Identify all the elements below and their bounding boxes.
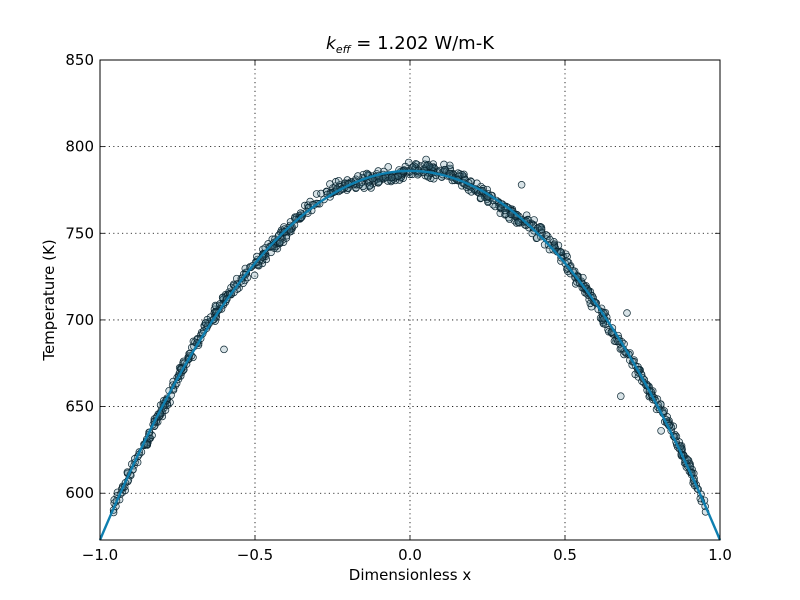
scatter-point: [446, 161, 454, 170]
scatter-point: [557, 248, 565, 256]
scatter-point: [430, 175, 438, 183]
x-tick-label: 1.0: [708, 546, 732, 564]
scatter-point: [476, 194, 485, 203]
scatter-point: [522, 211, 531, 219]
scatter-point: [425, 162, 434, 171]
y-tick-label: 750: [65, 224, 94, 242]
y-tick-label: 700: [65, 311, 94, 329]
scatter-point: [317, 189, 325, 198]
scatter-point: [528, 229, 536, 238]
y-axis-label: Temperature (K): [40, 239, 58, 361]
scatter-point: [220, 345, 228, 354]
scatter-point: [218, 293, 227, 302]
scatter-point: [387, 173, 396, 182]
scatter-point: [537, 225, 546, 234]
scatter-point: [201, 319, 210, 327]
scatter-point: [422, 155, 430, 164]
scatter-point: [334, 176, 343, 185]
grid-layer: [99, 59, 721, 540]
x-tick-label: −0.5: [237, 546, 273, 564]
scatter-point: [617, 392, 625, 400]
scatter-point: [203, 315, 212, 324]
scatter-point: [374, 178, 383, 187]
plot-frame: [99, 59, 721, 541]
title-rest: = 1.202 W/m-K: [351, 33, 496, 54]
x-tick-label: 0.5: [553, 546, 577, 564]
scatter-point: [440, 160, 448, 169]
scatter-point: [657, 427, 665, 435]
scatter-point: [532, 234, 541, 243]
title-k: k: [326, 34, 337, 54]
scatter-point: [384, 163, 392, 171]
scatter-point: [550, 238, 558, 246]
ticks-layer: −1.0 −0.5 0.0 0.5 1.0 600 650 700 750 800 850: [65, 51, 732, 564]
x-axis-label: Dimensionless x: [349, 566, 472, 584]
x-tick-label: 0.0: [398, 546, 422, 564]
scatter-point: [440, 166, 449, 174]
scatter-points: [109, 155, 710, 517]
scatter-point: [623, 309, 631, 317]
y-tick-label: 650: [65, 398, 94, 416]
scatter-point: [517, 181, 526, 189]
scatter-point: [276, 238, 284, 246]
scatter-point: [326, 180, 334, 188]
scatter-point: [359, 182, 367, 191]
fit-curve: [98, 169, 722, 541]
scatter-point: [282, 234, 291, 242]
scatter-point: [408, 163, 417, 171]
chart-title: keff = 1.202 W/m-K: [326, 33, 495, 56]
scatter-point: [477, 194, 485, 202]
scatter-point: [514, 218, 523, 227]
scatter-point: [365, 182, 374, 190]
title-subscript: eff: [336, 43, 352, 56]
scatter-point: [473, 179, 481, 188]
scatter-point: [270, 244, 279, 252]
scatter-point: [250, 271, 259, 280]
scatter-point: [546, 235, 554, 244]
y-tick-label: 800: [65, 138, 94, 156]
x-tick-label: −1.0: [82, 546, 118, 564]
scatter-point: [467, 188, 476, 196]
scatter-point: [241, 264, 250, 273]
scatter-point: [211, 301, 220, 310]
y-tick-label: 850: [65, 51, 94, 69]
y-tick-label: 600: [65, 484, 94, 502]
